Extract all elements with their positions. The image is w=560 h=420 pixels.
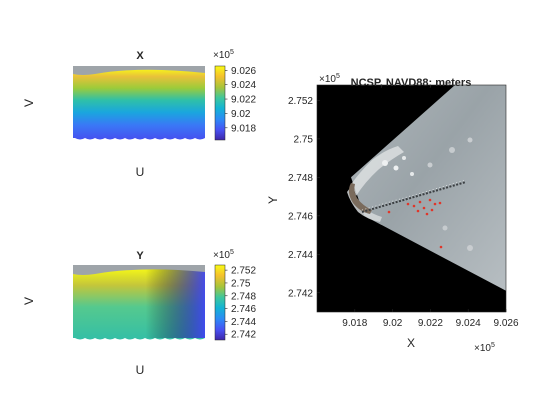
x-axis-tick-label: 9.02 [383, 318, 403, 329]
y-axis-tick-label: 2.752 [288, 96, 313, 107]
x-axis-tick-label: 9.026 [493, 318, 518, 329]
x-map-ylabel: V [22, 99, 36, 107]
colorbar-tick-label: 9.026 [231, 66, 256, 77]
pier-line-highlight [361, 179, 467, 211]
y-map-field-shading [73, 267, 205, 338]
x-colorbar-gradient [214, 65, 226, 141]
beach-shoreline [348, 183, 372, 214]
y-axis-tick-label: 2.75 [294, 134, 314, 145]
colorbar-tick-label: 2.744 [231, 317, 256, 328]
colorbar-tick-label: 2.748 [231, 291, 256, 302]
x-map-field [73, 68, 205, 140]
x-axis-tick-label: 9.018 [342, 318, 367, 329]
y-axis-tick-label: 2.748 [288, 173, 313, 184]
red-markers [387, 198, 443, 249]
y-map-title: Y [136, 250, 144, 262]
colorbar-tick-label: 9.022 [231, 95, 256, 106]
y-map-panel: Y U V [22, 250, 205, 377]
rectified-axes-frame [316, 84, 507, 313]
y-map-ylabel: V [22, 297, 36, 305]
colorbar-tick-label: 9.024 [231, 80, 256, 91]
y-map-xlabel: U [136, 363, 145, 377]
y-colorbar: 2.742 2.744 2.746 2.748 2.752.752 ×105 [213, 249, 256, 341]
y-axis-tick-label: 2.742 [288, 288, 313, 299]
y-map-unmapped-edge [73, 265, 205, 275]
colorbar-tick-label: 2.742 [231, 330, 256, 341]
x-map-title: X [136, 50, 144, 62]
x-axis-tick-label: 9.024 [456, 318, 481, 329]
rectified-image-coverage [351, 85, 506, 291]
x-colorbar-exponent: ×105 [213, 49, 234, 61]
rectified-y-exponent: ×105 [319, 73, 340, 85]
y-colorbar-exponent: ×105 [213, 249, 234, 261]
x-axis-tick-label: 9.022 [418, 318, 443, 329]
y-axis-tick-label: 2.746 [288, 211, 313, 222]
pier-line [361, 181, 467, 213]
rectified-x-exponent: ×105 [474, 342, 495, 354]
rectified-ylabel: Y [266, 196, 280, 204]
rectified-title: NCSP, NAVD88; meters [351, 77, 472, 89]
colorbar-tick-label: 9.02 [231, 109, 251, 120]
x-map-xlabel: U [136, 165, 145, 179]
y-axis-tick-label: 2.744 [288, 250, 313, 261]
colorbar-tick-label: 2.746 [231, 304, 256, 315]
colorbar-tick-label: 9.018 [231, 123, 256, 134]
colorbar-tick-label: 2.752 [231, 266, 256, 277]
rectified-image-panel: 9.018 9.02 9.022 9.024 9.026 2.742 2.744 2.746 2… [266, 73, 519, 354]
x-map-unmapped-edge [73, 66, 205, 75]
x-colorbar: 9.018 9.02 9.022 9.024 9.026 ×105 [213, 49, 256, 141]
x-map-panel: X U V [22, 50, 205, 179]
rectified-xlabel: X [407, 336, 415, 350]
colorbar-tick-label: 2.75 [231, 278, 251, 289]
y-colorbar-gradient [214, 264, 226, 341]
